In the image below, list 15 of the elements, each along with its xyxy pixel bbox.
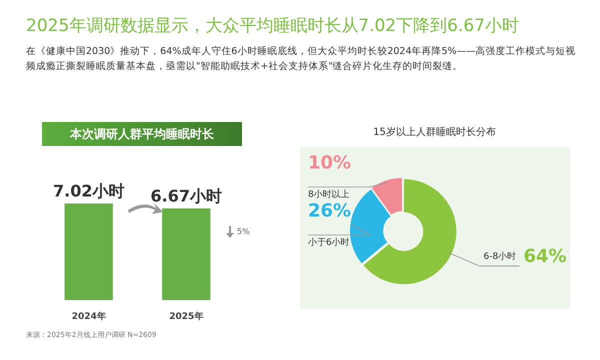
text: 5% — [237, 227, 250, 236]
x-tick-label: 2024年 — [72, 310, 106, 322]
data-label: 6.67小时 — [150, 186, 222, 206]
x-tick-label: 2025年 — [169, 310, 204, 322]
slice-label: 6-8小时 — [484, 250, 516, 262]
slice-label: 小于6小时 — [308, 236, 350, 248]
chart-title: 15岁以上人群睡眠时长分布 — [372, 126, 497, 139]
data-label: 64% — [524, 246, 567, 267]
data-label: 10% — [308, 152, 352, 174]
text: 2025年调研数据显示，大众平均睡眠时长从7.02下降到6.67小时 — [26, 15, 519, 37]
text: 在《健康中国2030》推动下，64%成年人守住6小时睡眠底线，但大众平均时长较2024年再降5%——高强度工作模式与短视频成瘾正撕裂睡眠质量基本盘，亟需以"智能助眠技术+社会支持体系"缝合碎片化生存的时间裂缝。 — [26, 45, 576, 74]
slice-label: 8小时以上 — [308, 188, 350, 200]
data-label: 26% — [308, 200, 352, 222]
chart-title: 本次调研人群平均睡眠时长 — [42, 122, 242, 146]
data-label: 7.02小时 — [53, 182, 124, 201]
